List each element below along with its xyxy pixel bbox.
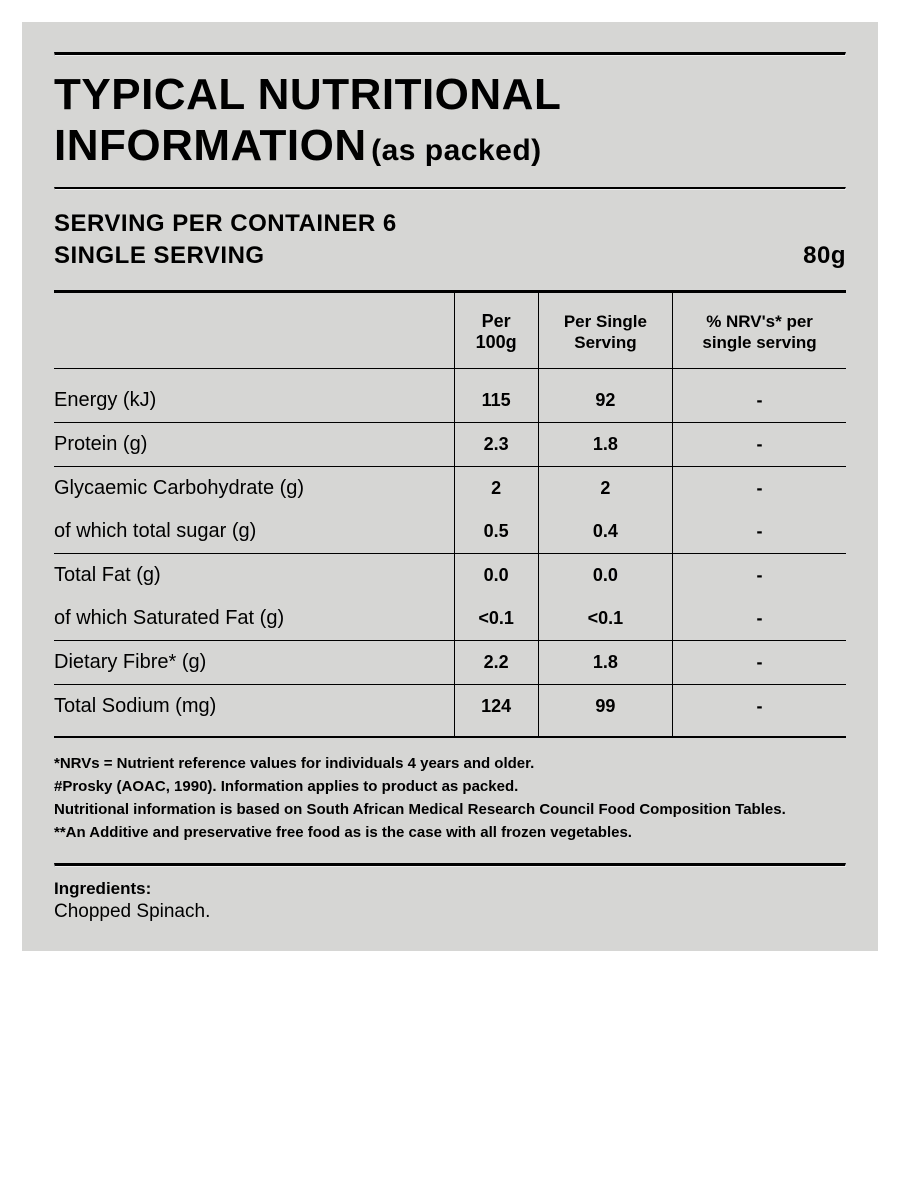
table-row: of which Saturated Fat (g)<0.1<0.1- (54, 597, 846, 641)
nutrient-label: Energy (kJ) (54, 368, 454, 422)
per-100g-value: 0.5 (454, 510, 538, 554)
per-100g-value: <0.1 (454, 597, 538, 641)
ingredients-body: Chopped Spinach. (54, 901, 846, 923)
nrv-value: - (673, 684, 846, 736)
nutrient-label: Total Sodium (mg) (54, 684, 454, 736)
per-serving-value: 0.0 (538, 553, 672, 597)
servings-per-container: SERVING PER CONTAINER 6 (54, 210, 397, 238)
per-100g-value: 2.3 (454, 422, 538, 466)
table-row: Energy (kJ)11592- (54, 368, 846, 422)
per-100g-value: 2 (454, 466, 538, 510)
single-serving-amount: 80g (803, 242, 846, 270)
nutrition-table: Per 100g Per Single Serving % NRV's* per… (54, 290, 846, 736)
footnotes: *NRVs = Nutrient reference values for in… (54, 736, 846, 863)
table-row: Total Sodium (mg)12499- (54, 684, 846, 736)
nutrient-label: of which Saturated Fat (g) (54, 597, 454, 641)
ingredients-label: Ingredients: (54, 879, 846, 899)
title-block: TYPICAL NUTRITIONAL INFORMATION (as pack… (54, 56, 846, 187)
col-nrv: % NRV's* per single serving (673, 292, 846, 369)
per-100g-value: 2.2 (454, 640, 538, 684)
title-sub: (as packed) (371, 134, 542, 167)
nutrient-label: Protein (g) (54, 422, 454, 466)
footnote-line: **An Additive and preservative free food… (54, 821, 846, 844)
nrv-value: - (673, 640, 846, 684)
nutrition-panel: TYPICAL NUTRITIONAL INFORMATION (as pack… (22, 22, 878, 951)
col-blank (54, 292, 454, 369)
nutrient-label: Total Fat (g) (54, 553, 454, 597)
nrv-value: - (673, 553, 846, 597)
per-100g-value: 0.0 (454, 553, 538, 597)
footnote-line: Nutritional information is based on Sout… (54, 798, 846, 821)
per-100g-value: 124 (454, 684, 538, 736)
nrv-value: - (673, 422, 846, 466)
per-serving-value: 1.8 (538, 422, 672, 466)
nutrient-label: of which total sugar (g) (54, 510, 454, 554)
table-row: of which total sugar (g)0.50.4- (54, 510, 846, 554)
table-header-row: Per 100g Per Single Serving % NRV's* per… (54, 292, 846, 369)
single-serving-label: SINGLE SERVING (54, 242, 265, 270)
col-per-serving: Per Single Serving (538, 292, 672, 369)
per-serving-value: <0.1 (538, 597, 672, 641)
footnote-line: *NRVs = Nutrient reference values for in… (54, 752, 846, 775)
table-row: Total Fat (g)0.00.0- (54, 553, 846, 597)
nutrient-label: Dietary Fibre* (g) (54, 640, 454, 684)
col-per-100g: Per 100g (454, 292, 538, 369)
nrv-value: - (673, 466, 846, 510)
table-row: Glycaemic Carbohydrate (g)22- (54, 466, 846, 510)
footnote-line: #Prosky (AOAC, 1990). Information applie… (54, 775, 846, 798)
per-serving-value: 2 (538, 466, 672, 510)
nutrient-label: Glycaemic Carbohydrate (g) (54, 466, 454, 510)
per-serving-value: 99 (538, 684, 672, 736)
ingredients-block: Ingredients: Chopped Spinach. (54, 867, 846, 923)
per-serving-value: 1.8 (538, 640, 672, 684)
nrv-value: - (673, 597, 846, 641)
servings-block: SERVING PER CONTAINER 6 SINGLE SERVING 8… (54, 190, 846, 290)
nrv-value: - (673, 368, 846, 422)
per-100g-value: 115 (454, 368, 538, 422)
nrv-value: - (673, 510, 846, 554)
per-serving-value: 92 (538, 368, 672, 422)
table-row: Dietary Fibre* (g)2.21.8- (54, 640, 846, 684)
table-row: Protein (g)2.31.8- (54, 422, 846, 466)
per-serving-value: 0.4 (538, 510, 672, 554)
